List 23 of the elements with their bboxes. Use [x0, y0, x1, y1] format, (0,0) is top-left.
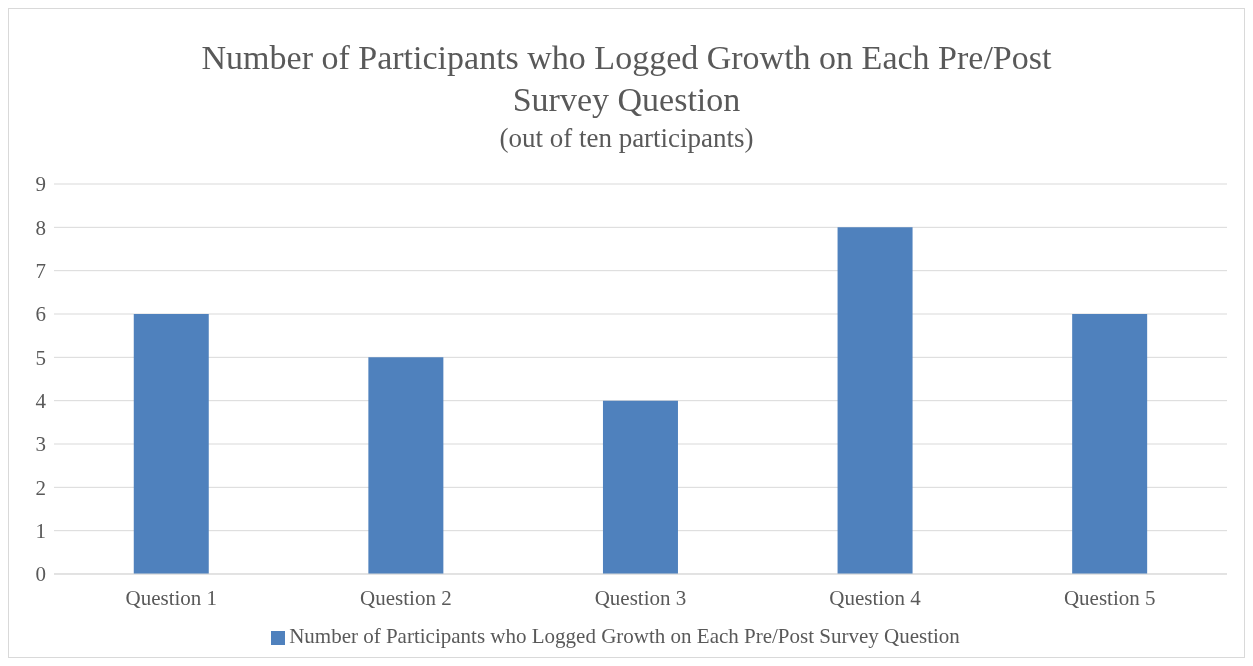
y-tick-label: 0	[35, 562, 46, 587]
y-tick-label: 4	[35, 389, 47, 414]
bar	[368, 357, 444, 574]
x-tick-label: Question 2	[360, 585, 452, 610]
legend-label: Number of Participants who Logged Growth on Each Pre/Post Survey Question	[289, 624, 960, 648]
x-tick-label: Question 4	[829, 585, 922, 610]
bar	[133, 314, 209, 574]
x-tick-label: Question 5	[1063, 585, 1156, 610]
chart-subtitle: (out of ten participants)	[498, 122, 755, 155]
y-tick-label: 8	[35, 215, 46, 240]
y-tick-label: 6	[35, 302, 46, 327]
y-tick-label: 7	[35, 259, 46, 284]
chart-title: Number of Participants who Logged Growth on Each Pre/Post Survey Question	[200, 38, 1053, 120]
y-tick-label: 1	[35, 519, 46, 544]
x-tick-label: Question 3	[594, 585, 687, 610]
bar	[1072, 314, 1148, 574]
bar	[602, 400, 678, 574]
y-tick-label: 3	[35, 432, 46, 457]
bar	[837, 227, 913, 574]
y-tick-label: 5	[35, 345, 46, 370]
y-tick-label: 2	[35, 475, 46, 500]
x-tick-label: Question 1	[125, 585, 218, 610]
y-tick-label: 9	[35, 172, 46, 197]
